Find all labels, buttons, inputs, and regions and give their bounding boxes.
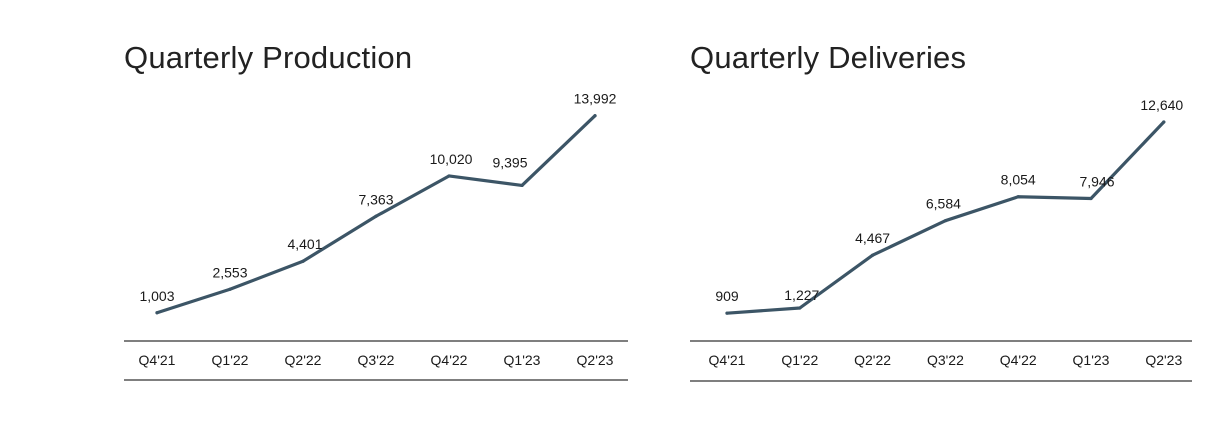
x-tick-label: Q2'23 — [577, 352, 614, 368]
x-tick-label: Q3'22 — [358, 352, 395, 368]
deliveries-chart: Quarterly Deliveries 909 1,227 4,467 6,584 8… — [640, 0, 1230, 430]
data-label: 9,395 — [492, 154, 527, 170]
data-label: 13,992 — [574, 91, 617, 107]
chart-title: Quarterly Deliveries — [690, 40, 967, 75]
x-tick-label: Q1'22 — [212, 352, 249, 368]
x-tick-label: Q1'23 — [504, 352, 541, 368]
series-line — [725, 120, 1166, 315]
production-chart: Quarterly Production 1,003 2,553 4,401 7,36… — [124, 40, 628, 381]
x-tick-label: Q4'22 — [431, 352, 468, 368]
data-label: 2,553 — [212, 264, 247, 280]
data-label: 1,003 — [139, 288, 174, 304]
data-label: 6,584 — [926, 196, 961, 212]
data-label: 7,363 — [358, 191, 393, 207]
x-tick-label: Q3'22 — [927, 352, 964, 368]
data-label: 1,227 — [784, 287, 819, 303]
data-point — [1016, 195, 1020, 199]
data-point — [593, 114, 597, 118]
data-point — [1162, 120, 1166, 124]
data-point — [943, 219, 947, 223]
x-tick-label: Q2'22 — [285, 352, 322, 368]
data-point — [1089, 196, 1093, 201]
x-tick-label: Q4'22 — [1000, 352, 1037, 368]
x-tick-label: Q4'21 — [709, 352, 746, 368]
data-label: 909 — [715, 288, 739, 304]
data-point — [871, 253, 875, 257]
production-plot: 1,003 2,553 4,401 7,363 10,020 9,395 13,992 Q4'… — [124, 91, 628, 381]
data-label: 7,946 — [1079, 174, 1114, 190]
data-label: 4,401 — [287, 236, 322, 252]
series-line — [155, 114, 597, 315]
deliveries-plot: 909 1,227 4,467 6,584 8,054 7,946 12,640 Q4'21 Q… — [690, 97, 1192, 382]
x-tick-label: Q2'23 — [1145, 352, 1182, 368]
data-label: 4,467 — [855, 230, 890, 246]
data-point — [520, 183, 524, 188]
x-tick-label: Q1'22 — [781, 352, 818, 368]
x-tick-label: Q1'23 — [1073, 352, 1110, 368]
data-point — [447, 174, 451, 178]
data-label: 8,054 — [1001, 172, 1036, 188]
data-point — [725, 311, 729, 315]
data-point — [374, 214, 378, 218]
data-point — [228, 287, 232, 291]
data-label: 12,640 — [1140, 97, 1183, 113]
chart-title: Quarterly Production — [124, 40, 413, 75]
data-point — [301, 259, 305, 263]
data-point — [798, 306, 802, 310]
x-tick-label: Q2'22 — [854, 352, 891, 368]
data-point — [155, 311, 159, 315]
x-tick-label: Q4'21 — [139, 352, 176, 368]
data-label: 10,020 — [430, 151, 473, 167]
